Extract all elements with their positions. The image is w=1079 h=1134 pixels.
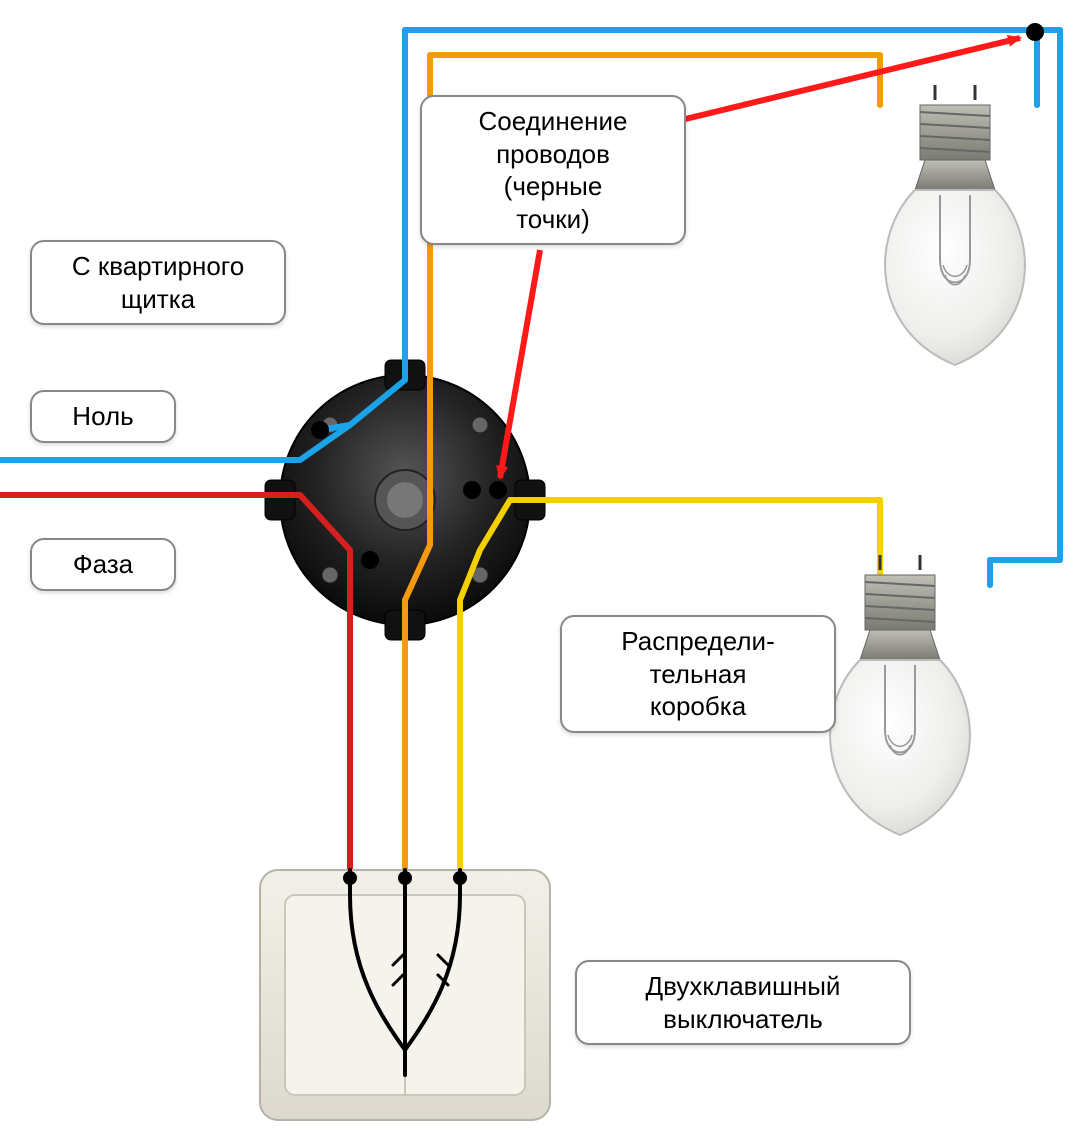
label-junction-box: Распредели- тельная коробка — [560, 615, 836, 733]
bulb-2 — [830, 555, 970, 835]
label-switch: Двухклавишный выключатель — [575, 960, 911, 1045]
junction-dot-2 — [463, 481, 481, 499]
arrow-to-box-dots — [500, 250, 540, 478]
junction-dot-4 — [361, 551, 379, 569]
bulbs — [830, 85, 1025, 835]
junction-dot-0 — [1026, 23, 1044, 41]
label-phase: Фаза — [30, 538, 176, 591]
label-neutral: Ноль — [30, 390, 176, 443]
label-from-panel: С квартирного щитка — [30, 240, 286, 325]
junction-dot-1 — [311, 421, 329, 439]
junction-dot-3 — [489, 481, 507, 499]
label-connection-points: Соединение проводов (черные точки) — [420, 95, 686, 245]
bulb-1 — [885, 85, 1025, 365]
